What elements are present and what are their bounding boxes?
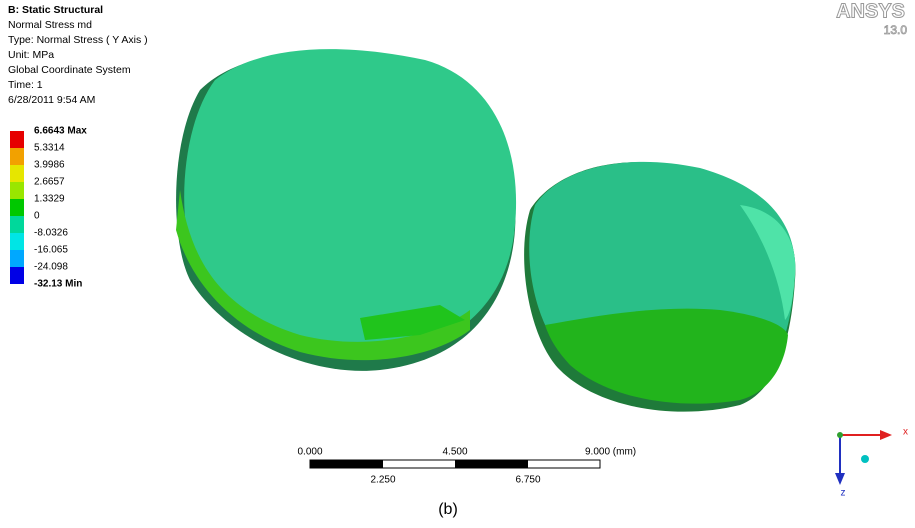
logo-version: 13.0: [884, 23, 908, 37]
header-line: B: Static Structural: [8, 4, 103, 16]
header-line: Time: 1: [8, 79, 43, 91]
triad: [835, 430, 892, 485]
scale-label: 4.500: [442, 447, 467, 458]
scale-bar: [310, 460, 600, 468]
legend-label: -24.098: [34, 262, 68, 273]
legend-label: 2.6657: [34, 177, 65, 188]
legend-label: 3.9986: [34, 160, 65, 171]
page: {"header": {"lines": ["B: Static Structu…: [0, 0, 915, 528]
caption: (b): [438, 501, 458, 518]
header-line: Global Coordinate System: [8, 64, 131, 76]
legend-swatch: [10, 250, 24, 267]
scale-label: 2.250: [370, 475, 395, 486]
axis-label: x: [903, 427, 908, 438]
legend-label: 5.3314: [34, 143, 65, 154]
legend-swatch: [10, 165, 24, 182]
header-line: Unit: MPa: [8, 49, 54, 61]
legend-swatch: [10, 131, 24, 148]
legend-label: 6.6643 Max: [34, 126, 87, 137]
logo: ANSYS: [836, 0, 905, 22]
header: B: Static Structural Normal Stress md Type…: [8, 4, 148, 106]
legend-label: 1.3329: [34, 194, 65, 205]
legend-swatch: [10, 199, 24, 216]
legend-swatch: [10, 233, 24, 250]
scale-label: 9.000 (mm): [585, 447, 636, 458]
legend-label: -16.065: [34, 245, 68, 256]
legend-swatch: [10, 267, 24, 284]
legend-label: -8.0326: [34, 228, 68, 239]
right-body: [524, 162, 795, 412]
header-line: 6/28/2011 9:54 AM: [8, 94, 95, 106]
legend: 6.6643 Max 5.3314 3.9986 2.6657 1.3329 0 -8.03…: [10, 126, 87, 290]
legend-swatch: [10, 182, 24, 199]
header-line: Type: Normal Stress ( Y Axis ): [8, 34, 148, 46]
legend-swatch: [10, 148, 24, 165]
scale-label: 6.750: [515, 475, 540, 486]
left-body: [176, 49, 516, 371]
legend-swatch: [10, 216, 24, 233]
axis-label: z: [841, 488, 846, 499]
legend-label: 0: [34, 211, 40, 222]
viewport: B: Static Structural Normal Stress md Type…: [0, 0, 915, 528]
scale-label: 0.000: [297, 447, 322, 458]
legend-label: -32.13 Min: [34, 279, 82, 290]
header-line: Normal Stress md: [8, 19, 92, 31]
